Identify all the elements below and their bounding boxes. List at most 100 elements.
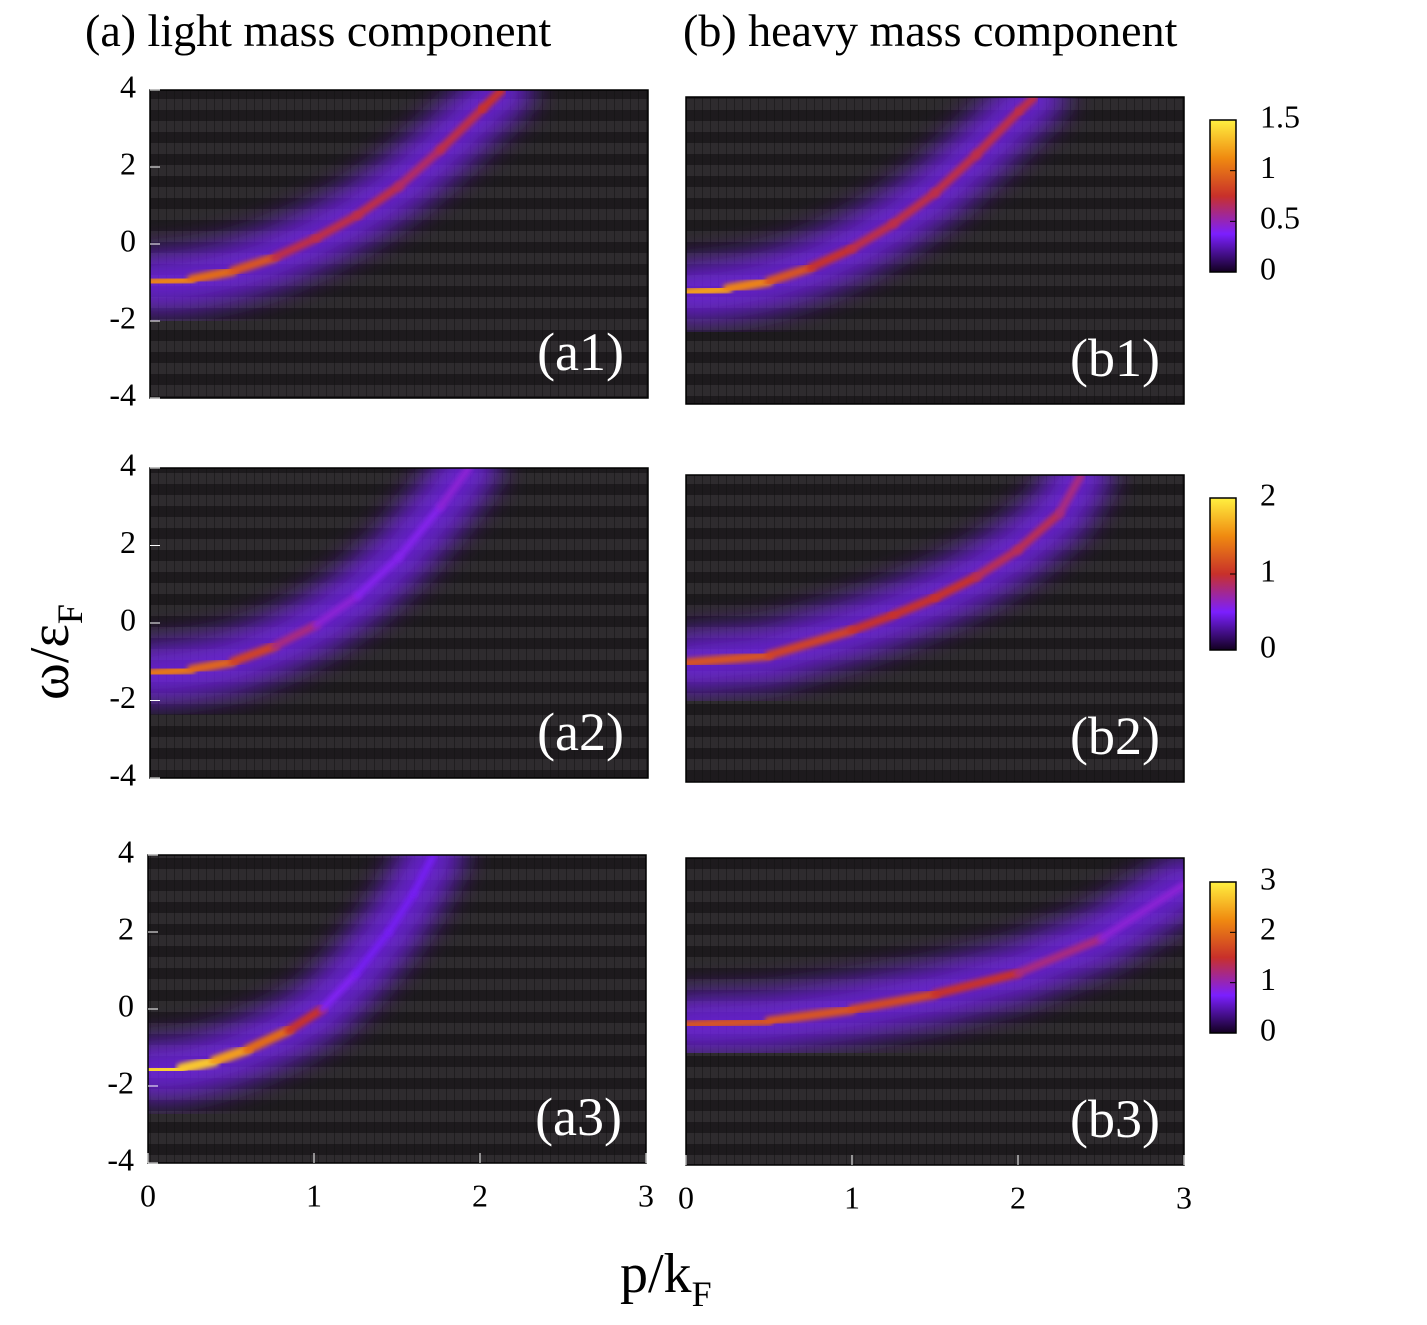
y-axis-label-text: ω/ε [19,624,81,700]
x-tick-label: 2 [1010,1179,1026,1215]
plot-area [150,90,532,313]
spectral-peak [847,989,940,1014]
panel: -4 -2 0 2 4 (a2) [109,446,649,792]
x-tick-label: 0 [678,1179,694,1215]
spectral-peak [930,572,981,603]
panel-label: (b2) [1070,706,1160,766]
colorbar-tick-label: 1.5 [1260,98,1300,134]
spectral-peak [186,266,238,285]
colorbar-tick-label: 1 [1260,149,1276,185]
spectral-peak [972,108,1023,159]
spectral-peak [270,234,321,262]
y-tick-label: -2 [109,679,136,715]
spectral-peak [270,620,320,651]
y-axis-label-sub: F [50,604,90,624]
spectral-peak [1013,97,1039,117]
spectral-peak [686,650,774,668]
spectral-peak [312,592,362,629]
spectral-peak [686,1016,774,1030]
spectral-peak [150,664,197,679]
spectral-peak [351,928,393,978]
spectral-peak [242,1025,294,1055]
spectral-peak [395,503,445,561]
x-tick-label: 1 [844,1179,860,1215]
spectral-peak [889,593,940,620]
panel-label: (b3) [1070,1089,1160,1149]
spectral-peak [764,263,815,286]
y-tick-label: -4 [107,1141,134,1177]
y-tick-label: -4 [109,756,136,792]
colorbar-tick-label: 0 [1260,1011,1276,1047]
colorbar-tick-label: 0 [1260,628,1276,664]
spectral-peak [311,210,362,243]
spectral-peak [847,219,898,253]
panel-label: (a3) [535,1087,622,1147]
panel: -4 -2 0 2 4 0 1 2 3 (a3) [107,833,654,1213]
x-axis-label-sub: F [692,1274,712,1314]
plot-area [686,97,1065,323]
y-tick-label: -2 [107,1064,134,1100]
spectral-peak [972,545,1023,581]
y-tick-label: -2 [109,299,136,335]
colorbar-tick-label: 2 [1260,476,1276,512]
y-tick-label: 4 [120,446,136,482]
spectral-peak [477,90,507,114]
spectral-peak [889,188,940,228]
panel-label: (a1) [537,322,624,382]
colorbar-tick-label: 2 [1260,911,1276,947]
panel: -4 -2 0 2 4 (a1) [109,68,649,412]
colorbar-tick-label: 1 [1260,552,1276,588]
spectral-peak [1097,881,1184,943]
colorbar [1209,881,1237,1034]
spectral-peak [353,182,404,220]
plot-area [148,855,464,1101]
spectral-peak [228,641,279,667]
y-tick-label: 2 [120,145,136,181]
y-tick-label: -4 [109,376,136,412]
panel-frame [685,857,1185,1166]
y-axis-label: ω/εF [19,604,90,700]
x-axis-label-text: p/k [620,1243,692,1305]
spectral-peak [436,105,487,154]
spectral-peak [1055,475,1086,518]
y-tick-label: 2 [120,524,136,560]
spectral-peak [410,855,438,898]
colorbar-tick-label: 0 [1260,250,1276,286]
spectral-peak [209,1044,253,1066]
spectral-peak [318,970,360,1013]
panel-title: (b) heavy mass component [683,5,1178,56]
spectral-peak [353,553,403,600]
panel-frame [685,474,1185,783]
spectral-peak [150,274,197,288]
x-tick-label: 3 [1176,1179,1192,1215]
y-tick-label: 0 [120,601,136,637]
x-tick-label: 1 [306,1177,322,1213]
colorbar [1209,119,1237,273]
spectral-peak [148,1063,187,1076]
panel-title: (a) light mass component [85,5,552,56]
spectral-peak [175,1055,220,1074]
x-tick-label: 3 [638,1177,654,1213]
x-axis-label: p/kF [620,1243,712,1314]
y-tick-label: 4 [118,833,134,869]
panel: (b2) 0 1 2 [685,474,1276,783]
plot-area [686,858,1184,1055]
colorbar-tick-label: 0.5 [1260,200,1300,236]
spectral-peak [847,610,898,635]
x-tick-label: 2 [472,1177,488,1213]
spectral-peak [394,145,445,191]
plot-area [686,475,1112,693]
spectral-peak [806,244,857,273]
spectral-peak [1013,509,1064,554]
panel-frame [685,96,1185,405]
panel: 0 1 2 3 (b3) 0 1 2 3 [678,857,1276,1215]
spectral-peak [722,276,774,294]
spectral-peak [186,657,238,675]
axis-labels: p/kF ω/εF [19,604,712,1314]
plot-area [150,468,499,704]
y-tick-label: 0 [120,222,136,258]
panel-label: (b1) [1070,328,1160,388]
spectral-peak [930,968,1023,999]
y-tick-label: 0 [118,987,134,1023]
